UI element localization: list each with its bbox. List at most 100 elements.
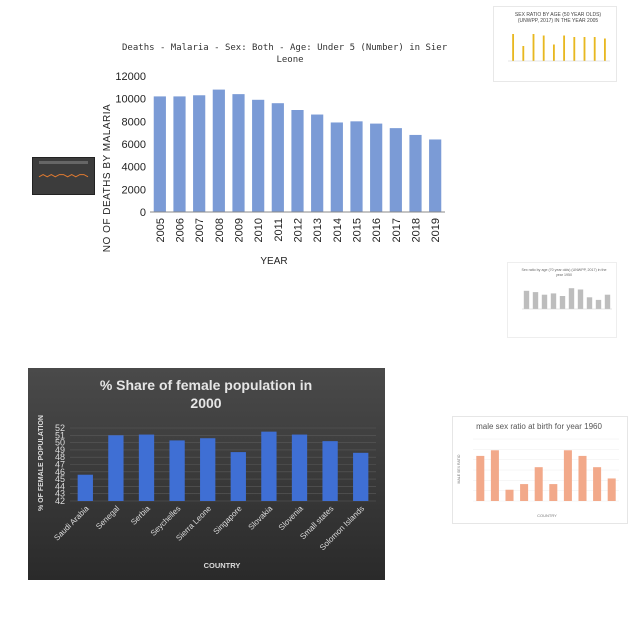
bar [353,452,369,501]
y-tick-label: 46 [55,467,65,477]
y-tick-label: 49 [55,445,65,455]
bar [261,431,277,501]
y-tick-label: 10000 [115,94,146,106]
bar [549,484,558,501]
x-tick-label: Senegal [94,504,121,531]
y-tick-label: 8000 [122,116,146,128]
sex-ratio-70-thumbnail[interactable]: Sex ratio by age (70 year olds) (UNWPP, … [507,262,617,338]
chart-title-line2: 2000 [190,395,221,411]
bar [108,435,124,501]
y-tick-label: 52 [55,423,65,433]
thumbnail-title: SEX RATIO BY AGE (50 YEAR OLDS) [515,12,601,18]
y-axis-label: NO OF DEATHS BY MALARIA [102,104,113,252]
bar [573,37,576,61]
bar [523,290,530,309]
y-tick-label: 6000 [122,139,146,151]
chart-title: Deaths - Malaria - Sex: Both - Age: Unde… [122,43,448,53]
x-tick-label: 2006 [175,218,187,242]
x-tick-label: Slovenia [277,504,305,532]
y-tick-label: 45 [55,474,65,484]
x-tick-label: 2008 [214,218,226,242]
bar [429,139,442,212]
bar [200,438,216,501]
malaria-chart-panel: Deaths - Malaria - Sex: Both - Age: Unde… [96,34,458,270]
bar [291,110,304,212]
thumbnail-title: Sex ratio by age (70 year olds) (UNWPP, … [521,268,606,272]
female-population-chart-panel: % Share of female population in 2000 % O… [28,368,385,580]
y-tick-label: 51 [55,430,65,440]
y-axis-label: % OF FEMALE POPULATION [38,415,45,511]
bar [409,134,422,212]
dark-line-chart [38,161,89,178]
bar [271,103,284,212]
bar [512,34,515,61]
bar [578,455,587,501]
dark-line-chart-thumbnail[interactable] [32,157,95,195]
bar [476,455,485,501]
x-tick-label: 2014 [332,218,344,242]
bar [322,441,338,501]
y-tick-label: 44 [55,481,65,491]
bar [534,467,543,501]
chart-title: % Share of female population in [100,377,312,393]
bar [520,484,529,501]
bar [311,114,324,212]
bar [350,121,363,212]
bar [550,293,557,309]
x-tick-label: 2015 [352,218,364,242]
y-tick-label: 4000 [122,162,146,174]
sex-ratio-70-chart: Sex ratio by age (70 year olds) (UNWPP, … [521,268,612,310]
bar [603,38,606,61]
bar [232,94,245,212]
bar [193,95,206,212]
bar [595,299,602,309]
bar [212,89,225,212]
y-tick-label: 47 [55,460,65,470]
chart-title: male sex ratio at birth for year 1960 [476,422,602,431]
bar [505,489,514,501]
bar [541,294,548,309]
thumbnail-title-line2: year 1950 [556,273,572,277]
bar [153,96,166,212]
y-tick-label: 48 [55,452,65,462]
x-tick-label: 2010 [253,218,265,242]
x-tick-label: 2005 [155,218,167,242]
bar [532,34,535,61]
bar [577,289,584,309]
x-axis-label: COUNTRY [537,513,557,518]
x-tick-label: 2013 [312,218,324,242]
bar [291,434,308,501]
y-tick-label: 50 [55,438,65,448]
bar [563,35,566,61]
thumbnail-title-line2: (UNWPP, 2017) IN THE YEAR 2005 [518,18,599,24]
x-axis-label: YEAR [260,256,287,267]
x-tick-label: 2011 [273,218,285,242]
y-tick-label: 0 [140,207,146,219]
y-tick-label: 2000 [122,184,146,196]
bar [330,122,343,212]
birth-ratio-chart-panel[interactable]: male sex ratio at birth for year 1960 MA… [452,416,628,524]
malaria-chart: Deaths - Malaria - Sex: Both - Age: Unde… [102,43,458,267]
x-tick-label: 2009 [234,218,246,242]
bar [370,123,383,212]
chart-title-line2: Leone [276,55,303,65]
bar [532,292,539,309]
y-tick-label: 43 [55,489,65,499]
x-tick-label: 2007 [194,218,206,242]
bar [138,434,155,501]
y-tick-label: 12000 [115,71,146,83]
x-tick-label: 2019 [430,218,442,242]
series-line [38,174,89,178]
bar [586,297,593,309]
bar [593,37,596,61]
sex-ratio-50-chart: SEX RATIO BY AGE (50 YEAR OLDS) (UNWPP, … [508,12,610,62]
sex-ratio-50-thumbnail[interactable]: SEX RATIO BY AGE (50 YEAR OLDS) (UNWPP, … [493,6,617,82]
female-population-chart: % Share of female population in 2000 % O… [38,377,376,570]
bar [552,44,555,61]
x-tick-label: 2017 [391,218,403,242]
x-tick-label: 2018 [411,218,423,242]
bar [173,96,186,212]
bar [77,474,93,501]
bar [230,452,246,501]
bar [607,478,616,501]
